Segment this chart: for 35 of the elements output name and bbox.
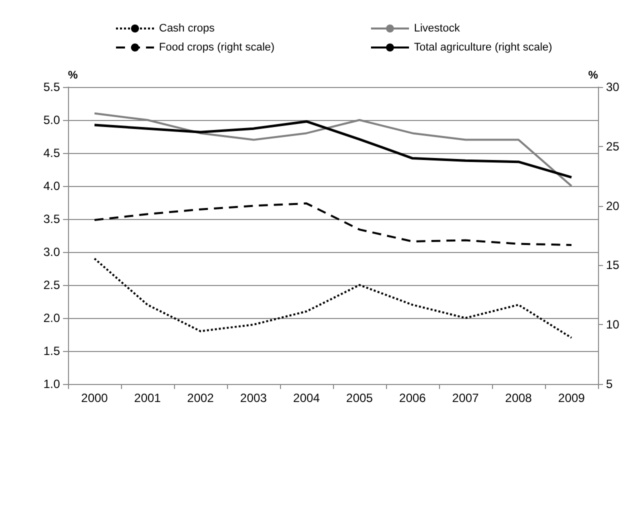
legend-label: Livestock	[414, 22, 460, 34]
x-tick-label: 2007	[452, 391, 480, 405]
x-tick-label: 2002	[187, 391, 214, 405]
x-tick-label: 2006	[399, 391, 426, 405]
x-tick-label: 2003	[240, 391, 268, 405]
y2-tick-label: 15	[606, 258, 620, 272]
y-tick-label: 2.0	[43, 311, 60, 325]
y-axis-title: %	[68, 70, 78, 82]
y2-tick-label: 10	[606, 318, 620, 332]
y-tick-label: 4.5	[43, 146, 60, 160]
x-tick-label: 2009	[558, 391, 586, 405]
y-tick-label: 3.0	[43, 245, 60, 259]
y-tick-label: 1.5	[43, 344, 60, 358]
legend-label: Cash crops	[159, 22, 216, 34]
y2-tick-label: 20	[606, 198, 620, 213]
legend-label: Food crops (right scale)	[159, 42, 275, 54]
x-tick-label: 2008	[505, 391, 532, 405]
y2-tick-label: 30	[606, 80, 620, 94]
x-tick-label: 2001	[134, 391, 162, 405]
line-series	[94, 258, 572, 339]
y2-axis-title: %	[588, 70, 598, 82]
x-tick-label: 2004	[293, 391, 320, 405]
y-tick-label: 2.5	[43, 278, 60, 292]
y2-tick-label: 5	[606, 377, 613, 391]
y2-tick-label: 25	[606, 139, 620, 154]
y-tick-label: 5.5	[43, 80, 60, 94]
line-series	[94, 202, 572, 246]
y-tick-label: 5.0	[43, 113, 60, 127]
line-series	[93, 120, 573, 179]
legend-label: Total agriculture (right scale)	[414, 42, 552, 54]
y-tick-label: 4.0	[43, 179, 60, 193]
x-tick-label: 2000	[81, 391, 108, 405]
y-tick-label: 1.0	[43, 377, 60, 391]
y-tick-label: 3.5	[43, 212, 60, 226]
x-tick-label: 2005	[346, 391, 374, 405]
